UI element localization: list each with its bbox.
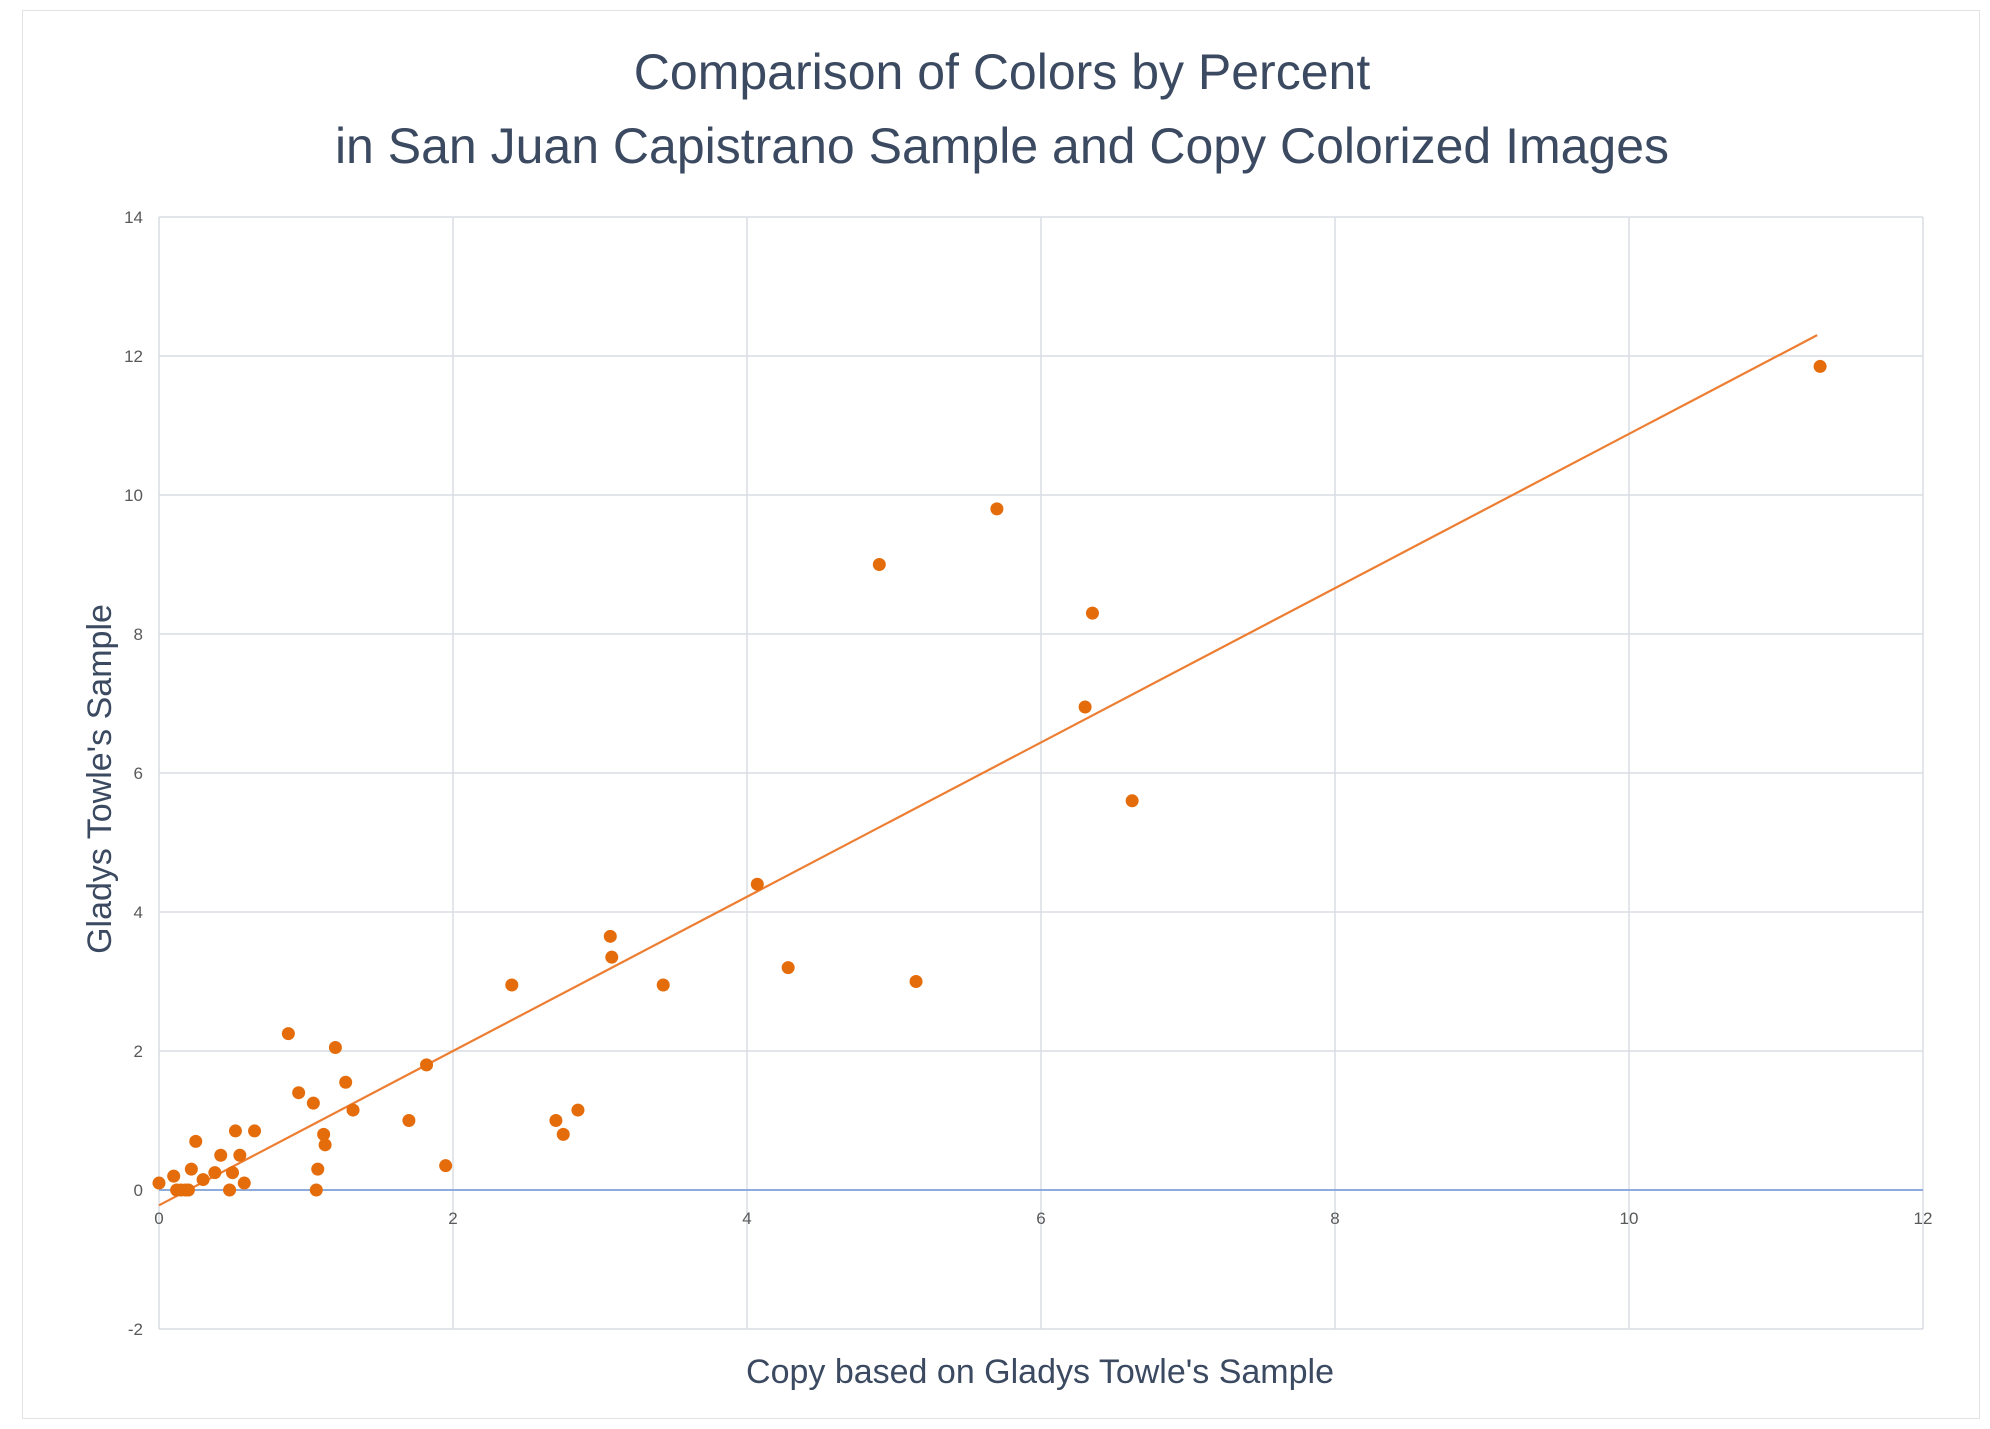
data-point [505, 978, 519, 992]
data-point [439, 1159, 453, 1173]
data-point [909, 975, 923, 988]
data-point [196, 1173, 210, 1187]
data-point [402, 1114, 416, 1127]
data-point [311, 1162, 325, 1176]
data-point [1813, 359, 1827, 373]
x-tick-label: 10 [1620, 1209, 1639, 1228]
y-axis-title: Gladys Towle's Sample [81, 604, 119, 954]
trendline-layer [158, 334, 1818, 1207]
tick-labels: 0 2 4 6 8 10 12 -2 0 2 4 6 8 10 12 14 [124, 208, 1932, 1339]
y-tick-label: 2 [134, 1042, 143, 1061]
data-point [420, 1058, 434, 1072]
y-tick-label: 10 [124, 486, 143, 505]
data-point [750, 877, 764, 891]
data-point [208, 1166, 222, 1180]
data-point [556, 1127, 570, 1141]
trendline [158, 334, 1818, 1207]
y-tick-label: 14 [124, 208, 143, 227]
data-point [656, 978, 670, 992]
data-point [1125, 794, 1139, 808]
data-point [872, 558, 886, 571]
x-tick-label: 12 [1914, 1209, 1933, 1228]
y-tick-label: 4 [134, 903, 143, 922]
x-tick-label: 4 [742, 1209, 751, 1228]
data-point [152, 1176, 166, 1190]
data-point [1085, 606, 1099, 620]
data-point [781, 961, 795, 975]
data-point [248, 1124, 262, 1138]
data-points [152, 359, 1827, 1197]
data-point [214, 1148, 228, 1162]
data-point [228, 1124, 242, 1138]
data-point [306, 1096, 320, 1110]
data-point [605, 950, 619, 964]
y-tick-label: -2 [128, 1320, 143, 1339]
data-point [1078, 700, 1092, 714]
x-axis-title: Copy based on Gladys Towle's Sample [746, 1353, 1334, 1391]
data-point [339, 1075, 353, 1089]
chart-title-line-2: in San Juan Capistrano Sample and Copy C… [334, 118, 1670, 174]
data-point [549, 1114, 563, 1127]
data-point [226, 1166, 239, 1180]
data-point [181, 1183, 195, 1197]
data-point [317, 1127, 331, 1141]
x-tick-label: 0 [154, 1209, 163, 1228]
data-point [318, 1138, 332, 1152]
chart-container: Comparison of Colors by Percent in San J… [22, 10, 1980, 1419]
y-tick-label: 8 [134, 625, 143, 644]
x-tick-label: 8 [1330, 1209, 1339, 1228]
data-point [346, 1103, 360, 1117]
chart-title-line-1: Comparison of Colors by Percent [633, 44, 1371, 100]
data-point [233, 1148, 247, 1162]
y-tick-label: 0 [134, 1181, 143, 1200]
data-point [167, 1169, 181, 1183]
grid [158, 216, 1924, 1330]
data-point [237, 1176, 251, 1190]
y-tick-label: 12 [124, 347, 143, 366]
data-point [309, 1183, 323, 1197]
data-point [990, 502, 1004, 516]
scatter-plot: 0 2 4 6 8 10 12 -2 0 2 4 6 8 10 12 14 Copy based on Gla… [81, 208, 1932, 1391]
x-tick-label: 2 [448, 1209, 457, 1228]
data-point [184, 1162, 198, 1176]
x-tick-label: 6 [1036, 1209, 1045, 1228]
data-point [189, 1134, 203, 1148]
data-point [223, 1183, 237, 1197]
data-point [571, 1103, 585, 1117]
data-point [281, 1027, 295, 1041]
data-point [603, 929, 617, 943]
data-point [292, 1086, 306, 1100]
data-point [328, 1041, 342, 1055]
y-tick-label: 6 [134, 764, 143, 783]
